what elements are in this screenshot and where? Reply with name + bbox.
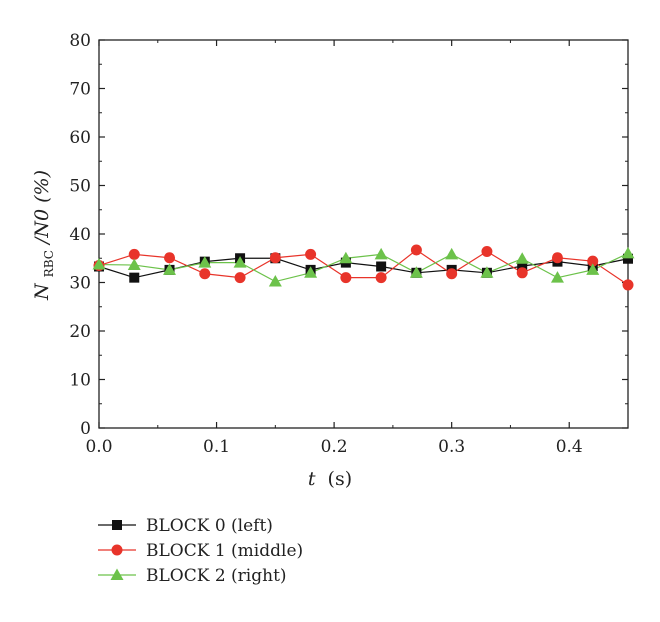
data-point-series-2	[515, 252, 529, 264]
data-point-series-2	[374, 247, 388, 260]
x-tick-label: 0.4	[556, 437, 583, 457]
data-point-series-1	[340, 272, 352, 284]
data-point-series-2	[163, 263, 177, 275]
x-tick-label: 0.3	[438, 437, 465, 457]
y-tick-label: 60	[69, 128, 91, 148]
plot-area-border	[98, 39, 629, 429]
x-axis-label: t (s)	[308, 468, 352, 490]
data-point-series-1	[199, 268, 211, 280]
legend: BLOCK 0 (left) BLOCK 1 (middle) BLOCK 2 (r…	[98, 516, 303, 586]
data-point-series-1	[551, 252, 563, 264]
x-tick-label: 0.2	[321, 437, 348, 457]
y-tick-label: 10	[69, 371, 91, 391]
series-line-2	[98, 252, 629, 283]
legend-marker-2	[110, 568, 124, 580]
data-point-series-1	[410, 244, 422, 256]
y-tick-label: 30	[69, 274, 91, 294]
data-point-series-1	[164, 252, 176, 264]
x-tick-label: 0.0	[85, 437, 112, 457]
y-axis-label: N RBC /N0 (%)	[31, 170, 58, 301]
data-point-series-0	[129, 272, 140, 283]
data-point-series-2	[445, 247, 459, 260]
data-point-series-1	[305, 248, 317, 260]
y-tick-label: 70	[69, 80, 91, 100]
data-point-series-2	[127, 258, 141, 271]
legend-marker-0	[112, 520, 122, 530]
data-point-series-2	[304, 266, 318, 278]
x-tick-label: 0.1	[203, 437, 230, 457]
y-tick-label: 80	[69, 31, 91, 51]
data-point-series-1	[516, 267, 528, 279]
data-point-series-2	[92, 258, 106, 270]
data-point-series-1	[446, 268, 458, 280]
data-point-series-1	[128, 248, 140, 260]
data-point-series-1	[622, 279, 634, 291]
data-point-series-2	[480, 266, 494, 278]
y-tick-label: 0	[80, 419, 91, 439]
data-point-series-0	[517, 261, 528, 272]
y-tick-label: 40	[69, 225, 91, 245]
legend-label-0: BLOCK 0 (left)	[146, 516, 273, 536]
data-point-series-1	[375, 272, 387, 284]
data-point-series-0	[623, 253, 633, 264]
data-point-series-2	[621, 246, 635, 259]
data-point-series-2	[268, 275, 282, 287]
legend-label-2: BLOCK 2 (right)	[146, 566, 287, 586]
data-point-series-2	[409, 266, 423, 278]
y-tick-label: 20	[69, 322, 91, 342]
data-point-series-1	[269, 252, 281, 264]
legend-label-1: BLOCK 1 (middle)	[146, 541, 303, 561]
data-point-series-1	[234, 272, 246, 284]
data-point-series-1	[481, 245, 493, 257]
data-point-series-2	[233, 256, 247, 268]
data-point-series-2	[339, 251, 353, 264]
data-point-series-0	[376, 261, 387, 272]
legend-marker-1	[111, 544, 123, 556]
data-point-series-2	[198, 256, 212, 268]
data-point-series-2	[586, 263, 600, 275]
data-point-series-2	[550, 271, 564, 283]
y-tick-label: 50	[69, 177, 91, 197]
data-point-series-1	[587, 255, 599, 267]
